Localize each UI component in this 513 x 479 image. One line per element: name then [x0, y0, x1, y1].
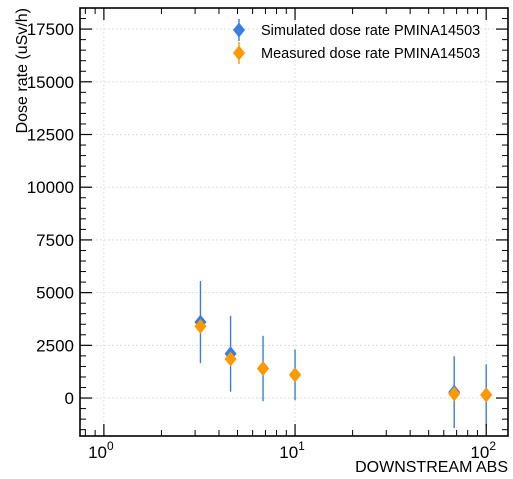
measured-data-point [289, 367, 302, 383]
legend-simulated-label: Simulated dose rate PMINA14503 [261, 23, 480, 39]
x-tick-exponent: 0 [107, 439, 114, 453]
x-tick-exponent: 1 [298, 439, 305, 453]
y-tick-label: 15000 [27, 73, 74, 92]
x-tick-exponent: 2 [489, 439, 496, 453]
legend: Simulated dose rate PMINA14503 Measured … [233, 19, 480, 64]
legend-entry-measured: Measured dose rate PMINA14503 [233, 42, 480, 64]
y-tick-label: 17500 [27, 20, 74, 39]
measured-data-point [448, 386, 461, 402]
y-tick-label: 5000 [36, 284, 74, 303]
x-axis-label: DOWNSTREAM ABS [355, 459, 508, 476]
y-tick-label: 12500 [27, 126, 74, 145]
y-tick-label: 7500 [36, 231, 74, 250]
legend-measured-label: Measured dose rate PMINA14503 [261, 46, 480, 62]
error-bars [199, 281, 487, 428]
legend-simulated-marker [233, 22, 245, 38]
measured-data-point [194, 318, 207, 334]
axis-ticks: 0 2500 5000 7500 10000 12500 15000 17500 100 101 1… [27, 7, 508, 462]
x-tick-label: 100 [88, 439, 114, 462]
measured-data-point [224, 351, 237, 367]
legend-entry-simulated: Simulated dose rate PMINA14503 [233, 19, 480, 41]
plot-frame [79, 7, 509, 437]
legend-measured-marker [233, 45, 245, 61]
y-tick-label: 2500 [36, 336, 74, 355]
measured-data-point [257, 361, 270, 377]
x-tick-label: 101 [279, 439, 305, 462]
measured-data-point [480, 387, 493, 403]
y-tick-label: 0 [65, 389, 74, 408]
data-markers [194, 314, 493, 403]
y-tick-label: 10000 [27, 178, 74, 197]
y-axis-label: Dose rate (uSv/h) [14, 8, 31, 133]
